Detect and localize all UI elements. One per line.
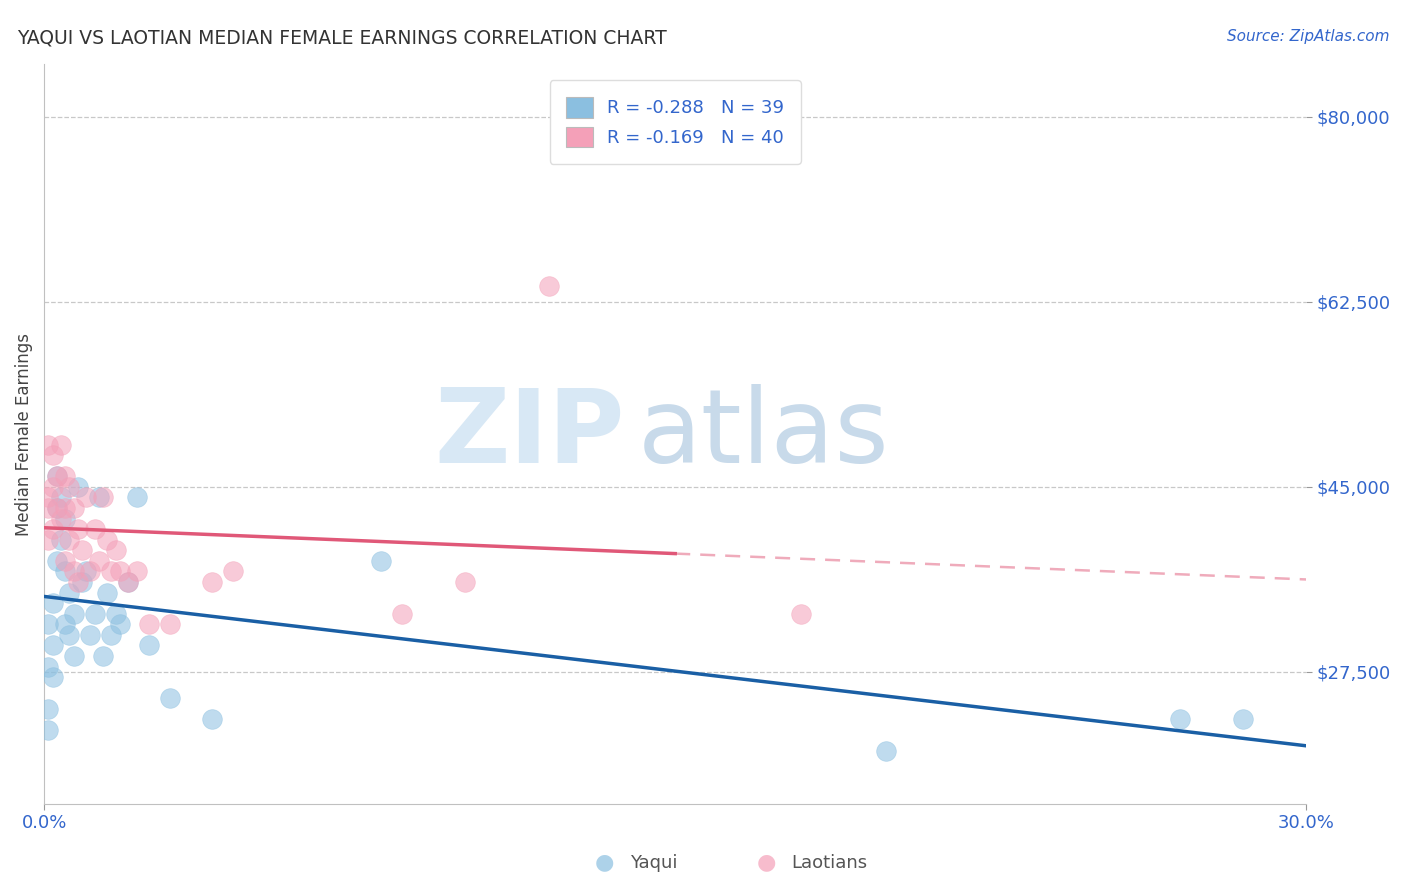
Point [37,501,59,516]
Point [41,522,63,536]
Point [37,617,59,632]
Point [53,617,76,632]
Point [138,617,160,632]
Point [391,607,413,621]
Point [49,491,72,505]
Text: Yaqui: Yaqui [630,855,678,872]
Point [875,744,897,758]
Point [79,628,101,642]
Point [49,533,72,547]
Point [37,437,59,451]
Text: ●: ● [595,853,614,872]
Point [104,543,127,558]
Point [454,574,477,589]
Point [117,574,139,589]
Point [159,691,181,706]
Point [66,522,89,536]
Point [53,565,76,579]
Point [222,565,245,579]
Point [96,585,118,599]
Point [537,279,560,293]
Point [45,469,67,483]
Point [53,469,76,483]
Point [1168,713,1191,727]
Point [58,480,80,494]
Point [100,628,122,642]
Point [58,533,80,547]
Point [75,565,97,579]
Point [41,670,63,684]
Point [45,554,67,568]
Point [37,533,59,547]
Text: Laotians: Laotians [792,855,868,872]
Text: atlas: atlas [637,384,889,484]
Point [201,574,224,589]
Point [370,554,392,568]
Point [62,648,84,663]
Y-axis label: Median Female Earnings: Median Female Earnings [15,333,32,535]
Text: YAQUI VS LAOTIAN MEDIAN FEMALE EARNINGS CORRELATION CHART: YAQUI VS LAOTIAN MEDIAN FEMALE EARNINGS … [17,29,666,47]
Point [87,491,110,505]
Point [70,574,93,589]
Point [108,565,131,579]
Point [79,565,101,579]
Point [83,607,105,621]
Point [53,554,76,568]
Point [70,543,93,558]
Point [41,480,63,494]
Point [62,607,84,621]
Point [45,501,67,516]
Point [125,491,148,505]
Point [117,574,139,589]
Point [37,491,59,505]
Point [53,511,76,525]
Point [104,607,127,621]
Point [66,574,89,589]
Point [790,607,813,621]
Text: Source: ZipAtlas.com: Source: ZipAtlas.com [1226,29,1389,44]
Point [62,565,84,579]
Point [37,702,59,716]
Point [58,585,80,599]
Point [125,565,148,579]
Point [100,565,122,579]
Point [91,491,114,505]
Text: ●: ● [756,853,776,872]
Point [37,723,59,737]
Point [41,596,63,610]
Point [37,659,59,673]
Point [49,437,72,451]
Point [41,448,63,462]
Point [53,501,76,516]
Point [62,501,84,516]
Point [1232,713,1254,727]
Point [75,491,97,505]
Point [45,501,67,516]
Text: ZIP: ZIP [434,384,624,484]
Point [41,639,63,653]
Point [49,511,72,525]
Point [58,628,80,642]
Point [201,713,224,727]
Point [66,480,89,494]
Point [87,554,110,568]
Point [96,533,118,547]
Point [45,469,67,483]
Point [138,639,160,653]
Point [159,617,181,632]
Point [91,648,114,663]
Point [108,617,131,632]
Legend: R = -0.288   N = 39, R = -0.169   N = 40: R = -0.288 N = 39, R = -0.169 N = 40 [550,80,801,164]
Point [83,522,105,536]
